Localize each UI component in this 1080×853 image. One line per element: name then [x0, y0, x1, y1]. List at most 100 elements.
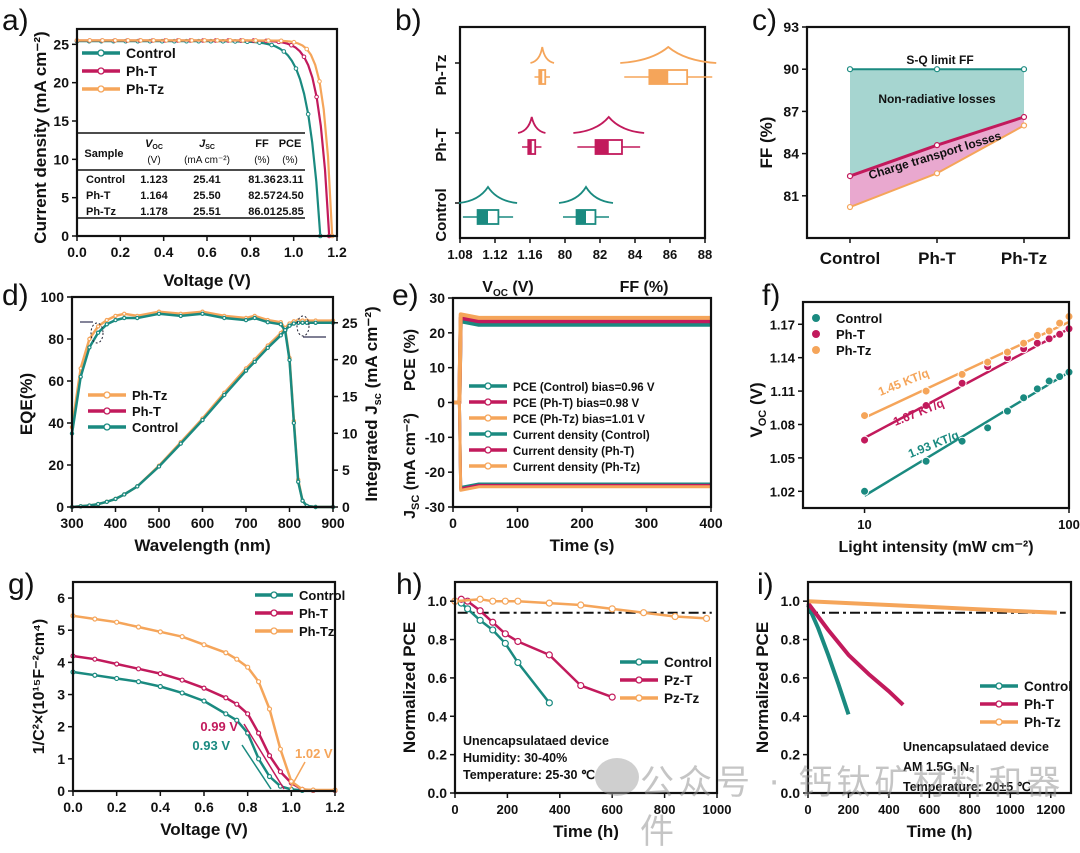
- y-axis-label: EQE(%): [17, 373, 36, 435]
- x-tick-label: 1.2: [327, 244, 347, 260]
- x-tick-label: 100: [506, 515, 530, 531]
- x-tick-label: 1.2: [325, 799, 345, 815]
- data-point: [501, 639, 509, 647]
- data-point: [200, 417, 205, 423]
- x-tick-label: 0.0: [67, 244, 87, 260]
- data-point: [178, 313, 183, 319]
- data-point: [87, 336, 92, 342]
- x-axis-label: Wavelength (nm): [134, 536, 270, 555]
- data-point: [304, 46, 310, 52]
- x-category-label: Ph-T: [918, 249, 956, 268]
- x-tick-label: 88: [698, 247, 712, 262]
- data-point: [293, 66, 299, 71]
- legend-label: Ph-Tz: [1024, 715, 1061, 730]
- y-axis-label-top: PCE (%): [402, 329, 419, 391]
- data-point: [179, 690, 185, 696]
- x-tick-label: 700: [234, 515, 258, 531]
- data-point: [860, 435, 870, 445]
- data-point: [983, 357, 993, 367]
- y-tick-label: 40: [48, 415, 64, 431]
- data-point: [178, 441, 183, 446]
- data-point: [223, 695, 229, 701]
- legend-marker: [103, 407, 111, 415]
- box-fill-voc: [539, 70, 543, 84]
- y-tick-label: 10: [53, 151, 69, 167]
- legend-marker: [995, 718, 1003, 726]
- y-right-tick-label: 10: [342, 425, 358, 441]
- table-cell: Ph-Tz: [86, 206, 116, 218]
- legend-marker: [484, 462, 492, 470]
- data-point: [112, 38, 118, 43]
- legend-label: PCE (Ph-T) bias=0.98 V: [513, 398, 640, 410]
- plot-frame: [453, 580, 719, 795]
- x-tick-label: 800: [278, 515, 302, 531]
- data-point: [114, 661, 120, 667]
- data-point: [125, 38, 131, 43]
- data-point: [291, 321, 297, 326]
- x-tick-label: 1.0: [284, 244, 304, 260]
- condition-annotation: Temperature: 20±5 ℃: [903, 780, 1031, 794]
- data-point: [201, 685, 207, 691]
- chart-f: f) 10 100 1.02 1.05 1.08 1.11 1.14 1.17 Light int…: [747, 279, 1080, 556]
- fit-line-Control: [863, 371, 1070, 497]
- x-tick-label: 0.8: [241, 244, 261, 260]
- data-point: [240, 38, 246, 43]
- legend-marker: [812, 314, 820, 322]
- data-point: [104, 322, 110, 327]
- x-tick-label: 0.0: [63, 799, 83, 815]
- data-point: [202, 38, 207, 43]
- data-point: [113, 317, 118, 323]
- y-tick-label: 80: [48, 331, 64, 347]
- data-point: [514, 637, 522, 646]
- data-point: [266, 773, 273, 780]
- x-axis-label: Time (h): [553, 822, 619, 840]
- data-point: [291, 39, 297, 45]
- data-point: [288, 778, 294, 784]
- x-axis-label: Time (s): [550, 536, 615, 555]
- table-header-unit: (V): [147, 155, 160, 166]
- data-point: [113, 496, 118, 502]
- legend-marker: [635, 658, 643, 666]
- data-point: [300, 320, 305, 325]
- timeseries-Current density (Ph-Tz): [453, 401, 711, 492]
- y-tick-label: 1.08: [770, 417, 795, 432]
- legend-marker: [995, 682, 1003, 690]
- jsc-axis-indicator-ellipse: [296, 315, 310, 337]
- stability-curve-Control: [454, 600, 551, 704]
- legend-label: Ph-Tz: [299, 624, 335, 639]
- data-point: [300, 498, 305, 503]
- data-point: [489, 597, 497, 605]
- data-point: [252, 359, 257, 365]
- x-tick-label: 300: [60, 515, 84, 531]
- data-point: [983, 423, 993, 433]
- x-tick-label: 0: [451, 802, 458, 817]
- data-point: [277, 746, 284, 752]
- legend-marker: [103, 423, 111, 431]
- data-point: [114, 619, 120, 625]
- y-tick-label: 1: [57, 751, 65, 767]
- data-point: [114, 675, 120, 682]
- distribution-curve-voc: [517, 116, 546, 134]
- table-cell: 1.178: [140, 206, 168, 218]
- data-point: [234, 717, 240, 723]
- data-point: [156, 311, 162, 316]
- data-point: [921, 386, 931, 396]
- legend-label: Pz-T: [664, 673, 693, 688]
- legend-marker: [97, 67, 105, 75]
- panel-label: d): [2, 279, 29, 312]
- non-radiative-area: [850, 69, 1024, 177]
- distribution-curve-ff: [558, 185, 614, 204]
- data-point: [514, 658, 522, 667]
- x-axis-label: Time (h): [907, 822, 973, 840]
- y-tick-label: 20: [53, 75, 69, 91]
- y-tick-label: 20: [48, 457, 64, 473]
- plot-frame: [805, 25, 1071, 240]
- y-tick-label: 25: [53, 36, 69, 52]
- data-point: [245, 711, 251, 717]
- x-tick-label: 1.16: [517, 247, 542, 262]
- data-point: [255, 679, 262, 685]
- data-point: [277, 769, 284, 775]
- y-category-label: Ph-Tz: [433, 55, 450, 96]
- x-tick-label: 1.0: [282, 799, 302, 815]
- y-tick-label: 0.0: [428, 785, 448, 801]
